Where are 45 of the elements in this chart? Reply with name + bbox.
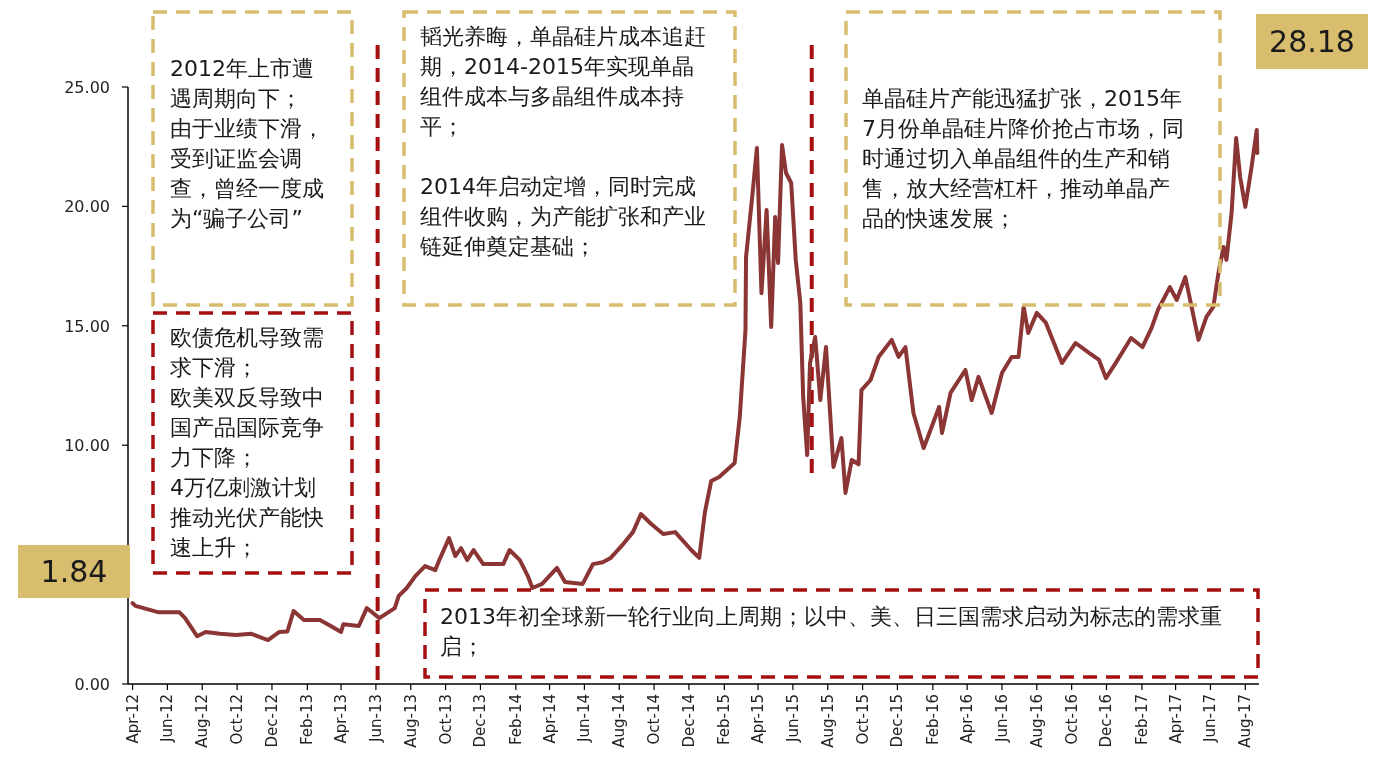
x-tick-label: Feb-17	[1132, 694, 1151, 746]
x-tick-label: Jun-15	[783, 694, 802, 743]
x-tick-label: Jun-13	[366, 694, 385, 743]
x-tick-label: Dec-13	[471, 694, 490, 748]
x-tick-label: Dec-12	[262, 694, 281, 748]
x-tick-label: Dec-15	[888, 694, 907, 748]
x-tick-label: Jun-14	[575, 694, 594, 743]
x-tick-label: Jun-12	[158, 694, 177, 743]
x-tick-label: Feb-14	[506, 694, 525, 746]
x-tick-label: Oct-13	[436, 694, 455, 745]
x-tick-label: Apr-12	[123, 694, 142, 744]
x-tick-label: Aug-13	[401, 694, 420, 748]
x-tick-label: Oct-15	[853, 694, 872, 745]
x-tick-label: Apr-16	[958, 694, 977, 744]
annotation: 欧债危机导致需求下滑；欧美双反导致中国产品国际竞争力下降；4万亿刺激计划推动光伏产能快速上升；	[170, 325, 324, 560]
x-tick-label: Feb-16	[923, 694, 942, 746]
annotation: 单晶硅片产能迅猛扩张，2015年7月份单晶硅片降价抢占市场，同时通过切入单晶组件的生产和销售，放大经营杠杆，推动单晶产品的快速发展；	[861, 85, 1185, 233]
annotation: 2013年初全球新一轮行业向上周期；以中、美、日三国需求启动为标志的需求重启；	[439, 603, 1223, 661]
x-tick-label: Dec-14	[679, 694, 698, 748]
x-tick-label: Apr-15	[749, 694, 768, 744]
x-tick-label: Aug-12	[193, 694, 212, 748]
x-tick-label: Feb-15	[715, 694, 734, 746]
x-tick-label: Jun-16	[992, 694, 1011, 743]
x-tick-label: Aug-16	[1027, 694, 1046, 748]
x-tick-label: Jun-17	[1201, 694, 1220, 743]
x-tick-label: Aug-14	[610, 694, 629, 748]
x-tick-label: Apr-17	[1166, 694, 1185, 744]
text: 韬光养晦，单晶硅片成本追赶期，2014-2015年实现单晶组件成本与多晶组件成本持平； 2014年启动定增，同时完成组件收购，为产能扩张和产业链延伸奠定基础；	[420, 24, 706, 259]
y-tick-label: 10.00	[64, 436, 110, 456]
y-tick-label: 20.00	[64, 197, 110, 217]
x-tick-label: Apr-14	[540, 694, 559, 744]
x-tick-label: Oct-16	[1062, 694, 1081, 745]
text: 28.18	[1256, 14, 1368, 69]
x-tick-label: Oct-12	[228, 694, 247, 745]
x-tick-label: Apr-13	[332, 694, 351, 744]
annotation: 2012年上市遭遇周期向下；由于业绩下滑，受到证监会调查，曾经一度成为“骗子公司”	[170, 56, 324, 231]
x-tick-label: Aug-15	[818, 694, 837, 748]
y-tick-label: 25.00	[64, 78, 110, 97]
y-tick-label: 15.00	[64, 316, 110, 336]
x-tick-label: Aug-17	[1236, 694, 1255, 748]
text: 1.84	[18, 545, 130, 598]
x-tick-label: Oct-14	[645, 694, 664, 745]
x-tick-label: Feb-13	[298, 694, 317, 746]
x-tick-label: Dec-16	[1097, 694, 1116, 748]
y-tick-label: 0.00	[74, 675, 110, 694]
